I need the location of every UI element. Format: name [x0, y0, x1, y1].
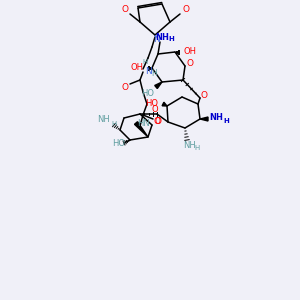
Text: HO: HO [142, 88, 154, 98]
Polygon shape [155, 82, 162, 88]
Text: H: H [168, 36, 174, 42]
Text: H: H [151, 70, 157, 79]
Text: H: H [194, 145, 200, 151]
Text: HO: HO [112, 139, 125, 148]
Text: O: O [154, 118, 161, 127]
Text: O: O [152, 106, 158, 115]
Text: O: O [122, 5, 128, 14]
Text: NH: NH [209, 113, 223, 122]
Text: O: O [154, 118, 160, 127]
Text: OH: OH [130, 62, 143, 71]
Text: HN: HN [138, 119, 150, 128]
Polygon shape [134, 122, 148, 137]
Text: O: O [182, 5, 190, 14]
Text: N: N [145, 67, 152, 76]
Text: N: N [154, 34, 160, 43]
Text: O: O [200, 91, 208, 100]
Text: H: H [223, 118, 229, 124]
Polygon shape [200, 117, 208, 121]
Text: HO: HO [146, 98, 158, 107]
Text: NH: NH [155, 32, 169, 41]
Text: H: H [111, 121, 117, 127]
Text: O: O [187, 59, 194, 68]
Polygon shape [162, 102, 167, 106]
Text: NH: NH [98, 116, 110, 124]
Text: O: O [122, 82, 128, 91]
Text: NH: NH [183, 140, 195, 149]
Text: OH: OH [184, 47, 196, 56]
Text: H: H [142, 59, 148, 65]
